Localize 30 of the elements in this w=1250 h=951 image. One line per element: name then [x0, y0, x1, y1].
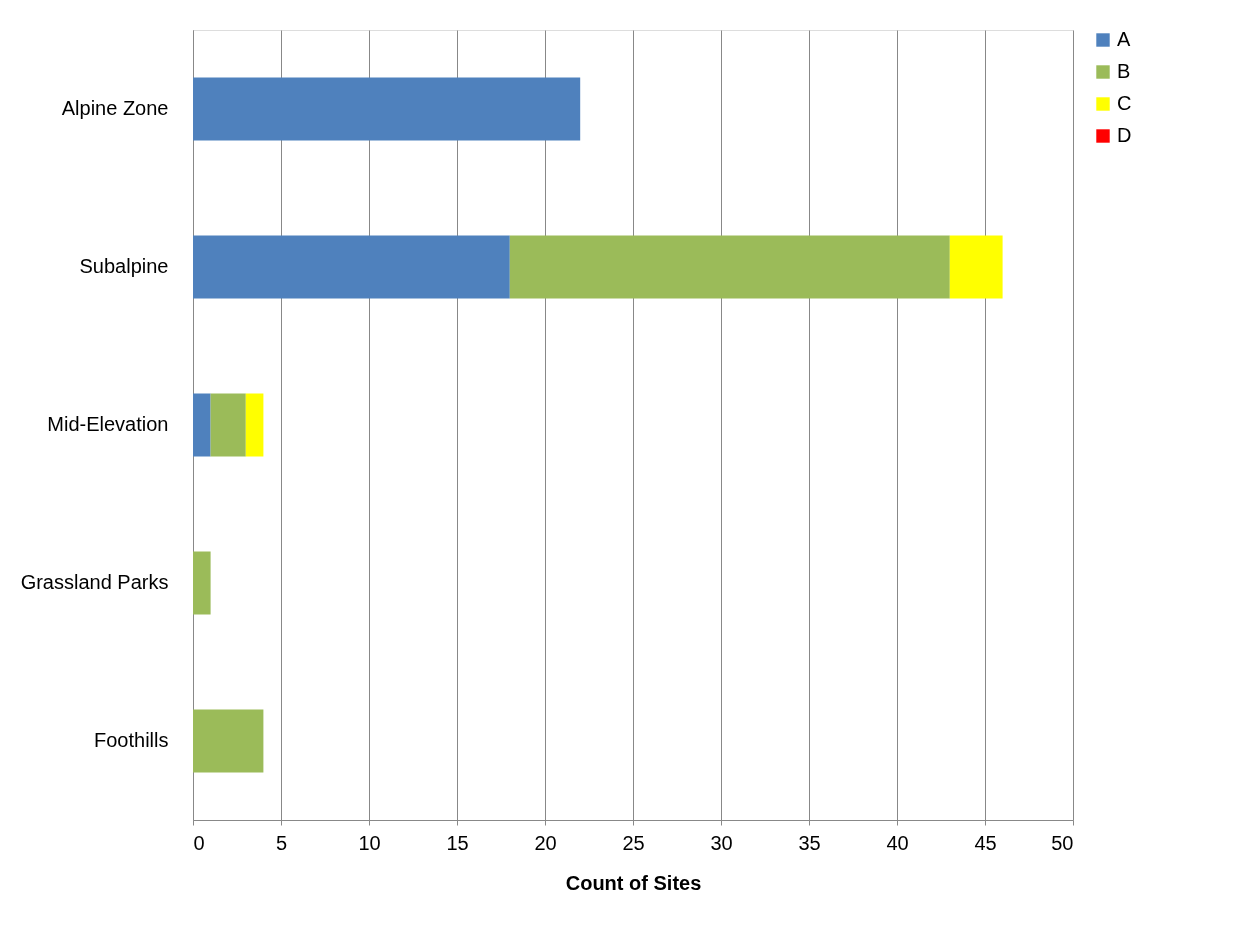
x-tick-label: 10	[358, 831, 381, 854]
y-tick-label: Mid-Elevation	[47, 413, 169, 435]
bar	[193, 393, 211, 457]
legend-label: B	[1117, 60, 1131, 82]
bar	[210, 393, 246, 457]
legend-label: C	[1117, 92, 1132, 114]
bar	[949, 235, 1003, 299]
x-tick-label: 25	[622, 831, 645, 854]
x-tick-label: 0	[193, 831, 205, 854]
x-tick-label: 45	[974, 831, 997, 854]
bar	[193, 551, 211, 615]
y-tick-label: Foothills	[94, 729, 169, 751]
x-axis-title: Count of Sites	[565, 871, 702, 894]
x-tick-label: 20	[534, 831, 557, 854]
bar	[509, 235, 950, 299]
bar	[193, 709, 264, 773]
x-tick-label: 5	[275, 831, 288, 854]
y-tick-label: Subalpine	[79, 255, 169, 277]
x-tick-label: 30	[710, 831, 733, 854]
y-tick-label: Alpine Zone	[61, 97, 169, 119]
bar	[245, 393, 264, 457]
bar	[193, 235, 510, 299]
bar	[193, 77, 581, 141]
y-tick-label: Grassland Parks	[20, 571, 169, 593]
x-tick-label: 15	[446, 831, 469, 854]
x-tick-label: 50	[1051, 831, 1074, 854]
legend-label: A	[1117, 28, 1131, 50]
x-tick-label: 40	[886, 831, 909, 854]
legend-label: D	[1117, 124, 1132, 146]
x-tick-label: 35	[798, 831, 821, 854]
